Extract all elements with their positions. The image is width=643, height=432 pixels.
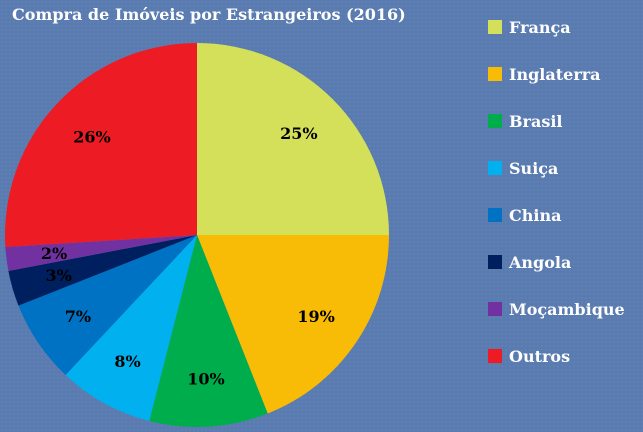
legend-swatch-brasil bbox=[488, 114, 502, 128]
legend-swatch-inglaterra bbox=[488, 67, 502, 81]
legend-label-brasil: Brasil bbox=[509, 112, 562, 131]
slice-label-china: 7% bbox=[65, 307, 91, 326]
legend-label-suica: Suiça bbox=[509, 159, 558, 178]
legend-swatch-suica bbox=[488, 161, 502, 175]
legend-item-mocambique: Moçambique bbox=[488, 300, 625, 319]
pie-slice-brasil bbox=[149, 235, 268, 428]
pie-slice-suica bbox=[65, 235, 197, 421]
legend-item-angola: Angola bbox=[488, 253, 571, 272]
legend-label-angola: Angola bbox=[508, 253, 571, 272]
pie-slice-china bbox=[18, 235, 198, 375]
pie-slices bbox=[5, 43, 389, 428]
legend-item-brasil: Brasil bbox=[488, 112, 562, 131]
legend-item-franca: França bbox=[488, 18, 571, 37]
pie-slice-inglaterra bbox=[197, 235, 389, 414]
pie-slice-franca bbox=[197, 43, 389, 235]
slice-label-angola: 3% bbox=[46, 266, 72, 285]
slice-label-brasil: 10% bbox=[187, 370, 224, 389]
legend-item-outros: Outros bbox=[488, 347, 570, 366]
legend-swatch-outros bbox=[488, 349, 502, 363]
slice-labels: 25% 19% 10% 8% 7% 3% 2% 26% bbox=[41, 124, 335, 389]
legend-swatch-franca bbox=[488, 20, 502, 34]
legend-item-china: China bbox=[488, 206, 561, 225]
legend-item-suica: Suiça bbox=[488, 159, 558, 178]
slice-label-inglaterra: 19% bbox=[297, 307, 334, 326]
legend-swatch-angola bbox=[488, 255, 502, 269]
legend-swatch-mocambique bbox=[488, 302, 502, 316]
legend-label-franca: França bbox=[509, 18, 571, 37]
slice-label-suica: 8% bbox=[114, 352, 140, 371]
pie-slice-mocambique bbox=[5, 235, 197, 271]
slice-label-franca: 25% bbox=[280, 124, 317, 143]
slice-label-mocambique: 2% bbox=[41, 244, 67, 263]
legend-item-inglaterra: Inglaterra bbox=[488, 65, 601, 84]
slice-label-outros: 26% bbox=[73, 127, 110, 146]
legend-label-mocambique: Moçambique bbox=[509, 300, 625, 319]
legend-swatch-china bbox=[488, 208, 502, 222]
chart-title: Compra de Imóveis por Estrangeiros (2016… bbox=[12, 5, 406, 24]
pie-slice-angola bbox=[8, 235, 198, 306]
legend-label-inglaterra: Inglaterra bbox=[509, 65, 601, 84]
legend-label-china: China bbox=[509, 206, 561, 225]
pie-slice-outros bbox=[5, 43, 197, 248]
legend-label-outros: Outros bbox=[509, 347, 570, 366]
legend: França Inglaterra Brasil Suiça China Angola Mo… bbox=[488, 18, 625, 366]
